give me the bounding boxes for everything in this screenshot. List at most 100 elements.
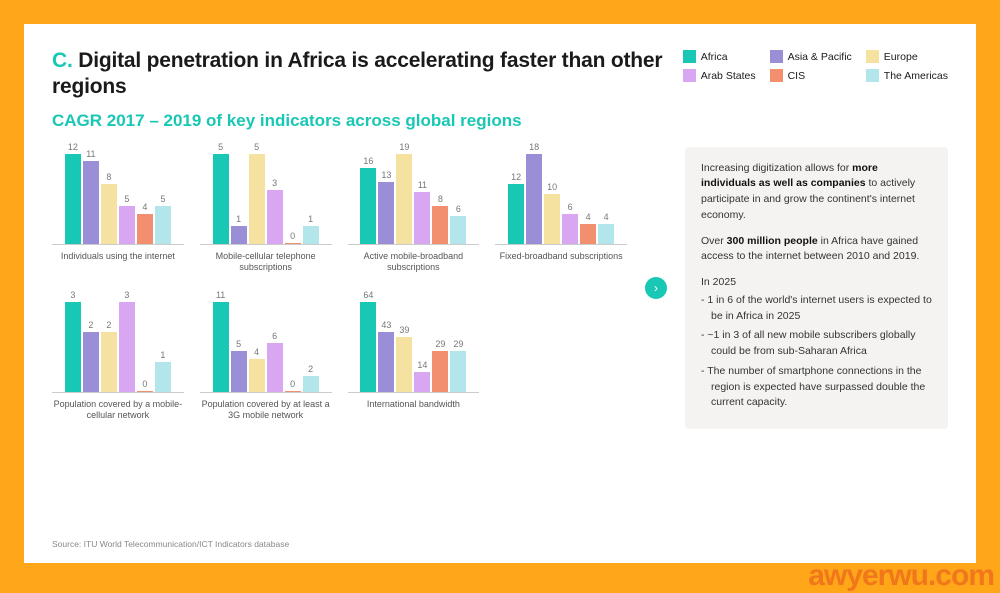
legend-item: The Americas bbox=[866, 69, 948, 82]
chart-label: Active mobile-broadband subscriptions bbox=[348, 251, 480, 274]
bar-value: 4 bbox=[604, 213, 609, 222]
bar: 3 bbox=[65, 291, 81, 392]
next-arrow-button[interactable]: › bbox=[645, 277, 667, 299]
bar: 10 bbox=[544, 183, 560, 244]
bar: 11 bbox=[414, 181, 430, 244]
bar-value: 3 bbox=[124, 291, 129, 300]
bar-value: 4 bbox=[142, 203, 147, 212]
legend-item: Europe bbox=[866, 50, 948, 63]
bar: 8 bbox=[101, 173, 117, 244]
bar-value: 4 bbox=[586, 213, 591, 222]
bar-rect bbox=[414, 192, 430, 244]
bar-rect bbox=[285, 391, 301, 392]
bar-value: 8 bbox=[438, 195, 443, 204]
bar-value: 16 bbox=[363, 157, 373, 166]
bar: 4 bbox=[249, 348, 265, 392]
chart-bars: 1154602 bbox=[200, 295, 332, 393]
bar: 1 bbox=[155, 351, 171, 392]
bar-rect bbox=[360, 168, 376, 244]
title-text: Digital penetration in Africa is acceler… bbox=[52, 49, 662, 98]
bar: 12 bbox=[508, 173, 524, 244]
bar-value: 5 bbox=[218, 143, 223, 152]
bar: 4 bbox=[598, 213, 614, 244]
bar: 0 bbox=[285, 232, 301, 244]
bar-rect bbox=[450, 351, 466, 392]
bar: 64 bbox=[360, 291, 376, 392]
bar-rect bbox=[526, 154, 542, 244]
bar-value: 6 bbox=[456, 205, 461, 214]
bar-rect bbox=[432, 351, 448, 392]
bar-rect bbox=[285, 243, 301, 244]
bar-rect bbox=[450, 216, 466, 244]
bar-value: 5 bbox=[236, 340, 241, 349]
chart-label: Population covered by at least a 3G mobi… bbox=[200, 399, 332, 422]
slide: C. Digital penetration in Africa is acce… bbox=[24, 24, 976, 563]
legend-item: Arab States bbox=[683, 69, 756, 82]
bar-value: 29 bbox=[435, 340, 445, 349]
bar-value: 11 bbox=[418, 181, 427, 190]
bar: 13 bbox=[378, 171, 394, 244]
side-para-2: Over 300 million people in Africa have g… bbox=[701, 234, 932, 266]
legend-label: The Americas bbox=[884, 70, 948, 82]
bar-value: 39 bbox=[399, 326, 409, 335]
bar: 4 bbox=[580, 213, 596, 244]
bar: 29 bbox=[432, 340, 448, 392]
bar-rect bbox=[213, 154, 229, 244]
bar-value: 19 bbox=[399, 143, 409, 152]
chart-bars: 12118545 bbox=[52, 147, 184, 245]
bar-value: 5 bbox=[254, 143, 259, 152]
page-title: C. Digital penetration in Africa is acce… bbox=[52, 48, 663, 101]
bar-rect bbox=[101, 184, 117, 244]
bar-rect bbox=[562, 214, 578, 244]
bar-rect bbox=[414, 372, 430, 392]
chart: 121810644Fixed-broadband subscriptions bbox=[495, 147, 627, 281]
bar-rect bbox=[137, 214, 153, 244]
legend: AfricaAsia & PacificEuropeArab StatesCIS… bbox=[683, 50, 948, 82]
side-year-label: In 2025 bbox=[701, 275, 932, 291]
bar-value: 0 bbox=[290, 380, 295, 389]
bar: 12 bbox=[65, 143, 81, 244]
legend-swatch bbox=[770, 69, 783, 82]
chart-bars: 644339142929 bbox=[348, 295, 480, 393]
bar-rect bbox=[396, 154, 412, 244]
legend-label: CIS bbox=[788, 70, 806, 82]
bar-rect bbox=[137, 391, 153, 392]
bar: 4 bbox=[137, 203, 153, 244]
chart-bars: 322301 bbox=[52, 295, 184, 393]
bar-value: 4 bbox=[254, 348, 259, 357]
bar-value: 43 bbox=[381, 321, 391, 330]
bar-value: 1 bbox=[236, 215, 241, 224]
chart-bars: 121810644 bbox=[495, 147, 627, 245]
bar: 18 bbox=[526, 143, 542, 244]
bar-rect bbox=[303, 376, 319, 392]
bar: 14 bbox=[414, 361, 430, 392]
bar: 6 bbox=[562, 203, 578, 244]
bar-value: 11 bbox=[216, 291, 225, 300]
bar-rect bbox=[119, 206, 135, 244]
charts-area: 12118545Individuals using the internet51… bbox=[52, 147, 627, 430]
title-block: C. Digital penetration in Africa is acce… bbox=[52, 48, 663, 131]
title-letter: C. bbox=[52, 49, 73, 72]
bar-rect bbox=[83, 161, 99, 244]
header-row: C. Digital penetration in Africa is acce… bbox=[52, 48, 948, 131]
bar: 2 bbox=[101, 321, 117, 392]
chart-label: Mobile-cellular telephone subscriptions bbox=[200, 251, 332, 274]
chart-label: Fixed-broadband subscriptions bbox=[500, 251, 623, 262]
bar-rect bbox=[249, 154, 265, 244]
bar: 5 bbox=[119, 195, 135, 244]
bar: 2 bbox=[303, 365, 319, 392]
bar-rect bbox=[83, 332, 99, 392]
side-bullets: - 1 in 6 of the world's internet users i… bbox=[701, 293, 932, 411]
bar-value: 14 bbox=[417, 361, 427, 370]
bar-rect bbox=[396, 337, 412, 392]
bar-rect bbox=[119, 302, 135, 392]
subtitle: CAGR 2017 – 2019 of key indicators acros… bbox=[52, 111, 663, 131]
bar-rect bbox=[360, 302, 376, 392]
chart: 1613191186Active mobile-broadband subscr… bbox=[348, 147, 480, 281]
bar-rect bbox=[432, 206, 448, 244]
chart: 12118545Individuals using the internet bbox=[52, 147, 184, 281]
bar-value: 5 bbox=[160, 195, 165, 204]
bar: 19 bbox=[396, 143, 412, 244]
bar-value: 13 bbox=[381, 171, 391, 180]
legend-swatch bbox=[866, 50, 879, 63]
